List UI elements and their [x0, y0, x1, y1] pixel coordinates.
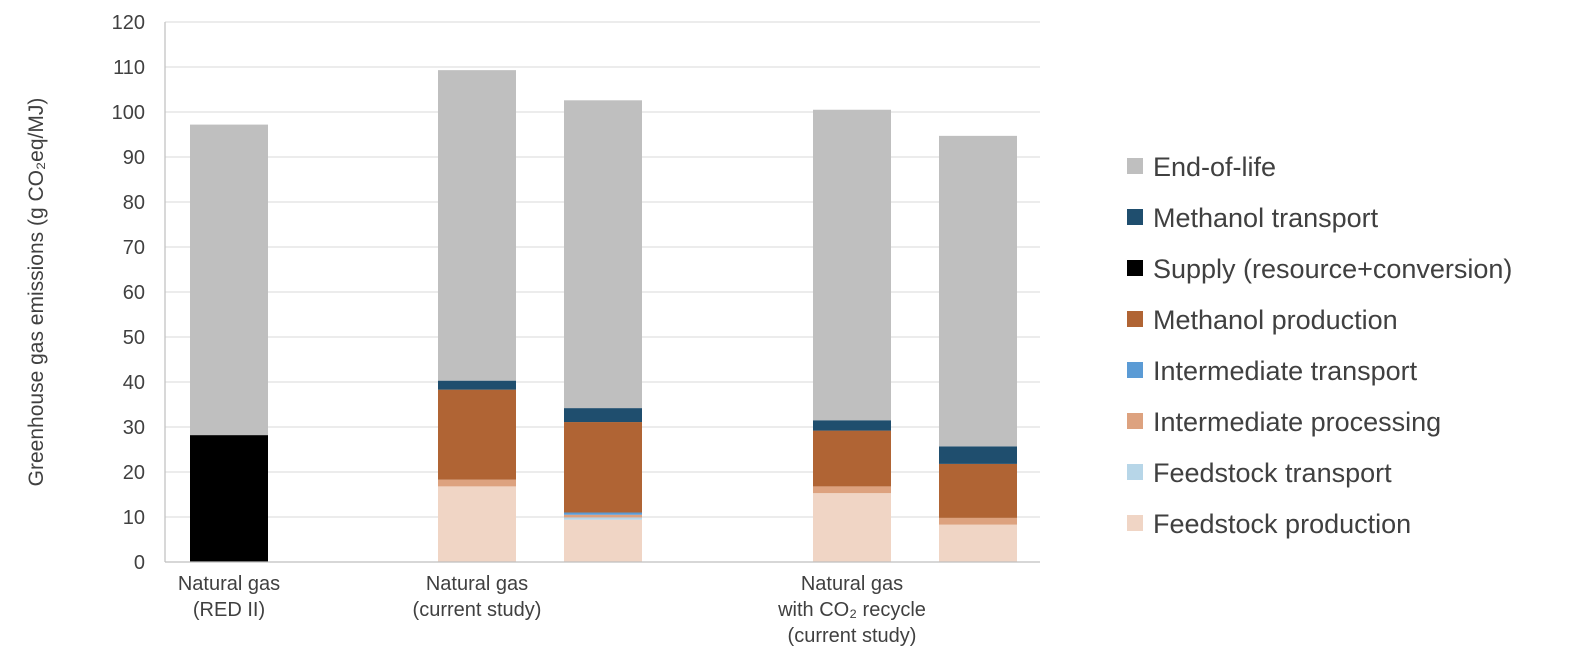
- bar-segment: [813, 486, 891, 494]
- y-tick-label: 60: [123, 282, 145, 304]
- bar-segment: [564, 408, 642, 423]
- legend-label: End-of-life: [1153, 152, 1276, 182]
- legend-label: Methanol transport: [1153, 203, 1379, 233]
- bar-segment: [813, 420, 891, 431]
- y-tick-label: 50: [123, 327, 145, 349]
- axes: [164, 22, 1040, 563]
- legend-label: Intermediate processing: [1153, 407, 1441, 437]
- y-axis-ticks: 0 10 20 30 40 50 60 70 80 90 100 110 120: [112, 12, 145, 574]
- bars: [190, 70, 1017, 562]
- legend-label: Intermediate transport: [1153, 356, 1418, 386]
- y-tick-label: 10: [123, 507, 145, 529]
- bar-segment: [190, 435, 268, 562]
- bar-segment: [564, 422, 642, 513]
- bar-segment: [939, 446, 1017, 464]
- y-tick-label: 110: [113, 57, 145, 79]
- legend: End-of-life Methanol transport Supply (res…: [1127, 152, 1512, 539]
- bar-segment: [939, 463, 1017, 518]
- legend-swatch: [1127, 311, 1143, 327]
- y-tick-label: 120: [112, 12, 145, 34]
- bar-segment: [564, 514, 642, 518]
- legend-swatch: [1127, 362, 1143, 378]
- bar-segment: [438, 479, 516, 487]
- y-tick-label: 100: [112, 102, 145, 124]
- y-tick-label: 90: [123, 147, 145, 169]
- bar-segment: [564, 512, 642, 515]
- bar-segment: [564, 517, 642, 520]
- y-tick-label: 80: [123, 192, 145, 214]
- legend-swatch: [1127, 209, 1143, 225]
- bar-segment: [438, 486, 516, 562]
- bar-segment: [813, 493, 891, 562]
- y-tick-label: 20: [123, 462, 145, 484]
- legend-label: Supply (resource+conversion): [1153, 254, 1512, 284]
- y-tick-label: 0: [134, 552, 145, 574]
- legend-label: Feedstock production: [1153, 509, 1411, 539]
- bar-segment: [438, 70, 516, 381]
- legend-swatch: [1127, 260, 1143, 276]
- legend-label: Methanol production: [1153, 305, 1398, 335]
- x-category-label: Natural gas with CO₂ recycle (current stud…: [777, 573, 926, 647]
- y-tick-label: 70: [123, 237, 145, 259]
- bar-segment: [813, 430, 891, 487]
- x-axis-category-labels: Natural gas (RED II) Natural gas (current s…: [178, 573, 926, 647]
- y-tick-label: 40: [123, 372, 145, 394]
- bar-segment: [190, 124, 268, 436]
- bar-segment: [564, 100, 642, 409]
- legend-swatch: [1127, 158, 1143, 174]
- legend-swatch: [1127, 413, 1143, 429]
- bar-segment: [564, 519, 642, 562]
- bar-segment: [939, 135, 1017, 447]
- legend-swatch: [1127, 464, 1143, 480]
- bar-segment: [813, 109, 891, 421]
- bar-segment: [939, 524, 1017, 562]
- x-category-label: Natural gas (current study): [413, 573, 542, 621]
- legend-swatch: [1127, 515, 1143, 531]
- y-axis-title: Greenhouse gas emissions (g CO₂eq/MJ): [25, 98, 48, 487]
- legend-label: Feedstock transport: [1153, 458, 1392, 488]
- bar-segment: [438, 380, 516, 390]
- bar-segment: [939, 517, 1017, 525]
- y-tick-label: 30: [123, 417, 145, 439]
- bar-segment: [438, 389, 516, 480]
- x-category-label: Natural gas (RED II): [178, 573, 280, 621]
